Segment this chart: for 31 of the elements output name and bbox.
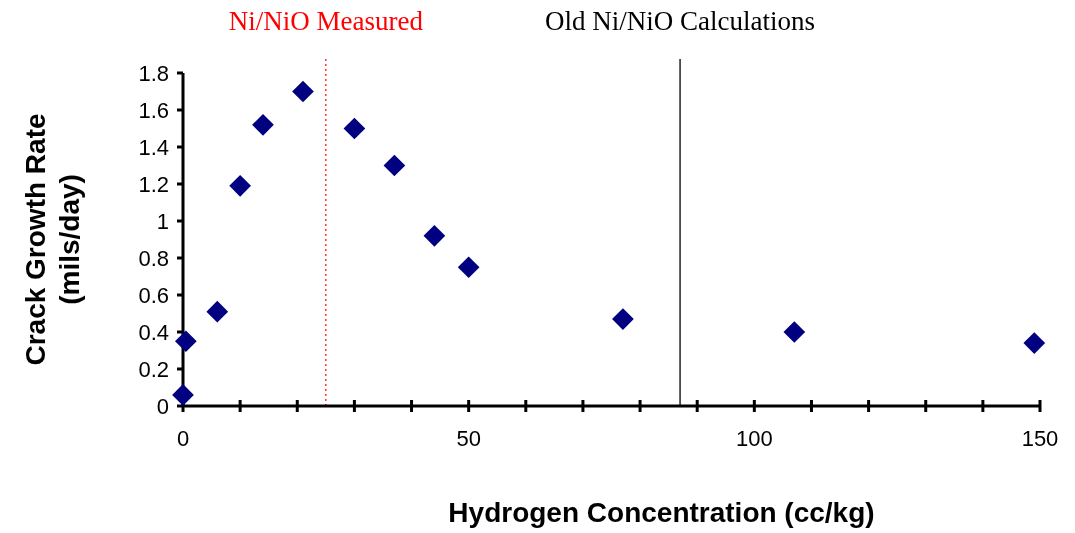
- y-tick-label: 1.6: [138, 97, 169, 123]
- point: [292, 80, 314, 103]
- y-tick-label: 0.6: [138, 282, 169, 308]
- y-tick-label: 0.4: [138, 319, 169, 345]
- point: [172, 384, 194, 406]
- x-tick-label: 150: [1021, 426, 1059, 451]
- point: [383, 154, 406, 177]
- y-axis-title: Crack Growth Rate (mils/day): [20, 113, 85, 366]
- point: [175, 330, 197, 353]
- point: [343, 117, 366, 140]
- point: [423, 224, 446, 247]
- x-tick-label: 100: [735, 426, 773, 451]
- x-tick-label: 0: [176, 426, 190, 451]
- y-tick-label: 1.8: [138, 60, 169, 86]
- y-tick-label: 1.4: [138, 134, 169, 160]
- point: [229, 175, 251, 197]
- y-tick-label: 1: [156, 208, 169, 234]
- point: [457, 256, 480, 279]
- x-axis-title: Hydrogen Concentration (cc/kg): [448, 497, 875, 528]
- ref-line-label: Ni/NiO Measured: [228, 6, 424, 36]
- y-tick-label: 0.8: [138, 245, 169, 271]
- y-tick-label: 1.2: [138, 171, 169, 197]
- point: [783, 321, 806, 343]
- y-tick-label: 0: [156, 393, 169, 419]
- point: [1023, 332, 1046, 354]
- point: [612, 308, 634, 330]
- point: [252, 113, 274, 136]
- ref-line-label: Old Ni/NiO Calculations: [545, 6, 816, 36]
- point: [206, 300, 229, 323]
- y-tick-label: 0.2: [138, 356, 169, 382]
- x-tick-label: 50: [456, 426, 481, 451]
